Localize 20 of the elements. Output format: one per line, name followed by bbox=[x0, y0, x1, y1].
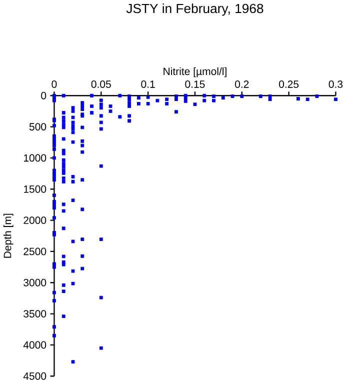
y-tick-label: 2000 bbox=[24, 216, 46, 224]
y-tick-label: 4500 bbox=[24, 372, 46, 380]
x-tick-label: 0.25 bbox=[279, 80, 299, 88]
y-tick-label: 4000 bbox=[24, 341, 46, 349]
x-tick-label: 0.05 bbox=[92, 80, 112, 88]
y-tick-label: 0 bbox=[41, 92, 46, 100]
y-tick-label: 3500 bbox=[24, 310, 46, 318]
x-tick-label: 0.15 bbox=[185, 80, 205, 88]
x-tick-label: 0.3 bbox=[329, 80, 343, 88]
y-tick-label: 500 bbox=[30, 123, 46, 130]
y-tick-label: 1000 bbox=[24, 154, 46, 162]
y-tick-label: 3000 bbox=[24, 278, 46, 286]
x-tick-label: 0.2 bbox=[235, 80, 249, 88]
x-axis-title: Nitrite [µmol/l] bbox=[164, 67, 227, 78]
x-tick-label: 0.1 bbox=[141, 80, 156, 88]
chart-title: JSTY in February, 1968 bbox=[126, 4, 264, 16]
x-tick-label: 0 bbox=[52, 80, 57, 88]
y-tick-label: 1500 bbox=[24, 185, 46, 193]
y-tick-label: 2500 bbox=[24, 248, 46, 256]
y-axis-title: Depth [m] bbox=[4, 214, 14, 258]
